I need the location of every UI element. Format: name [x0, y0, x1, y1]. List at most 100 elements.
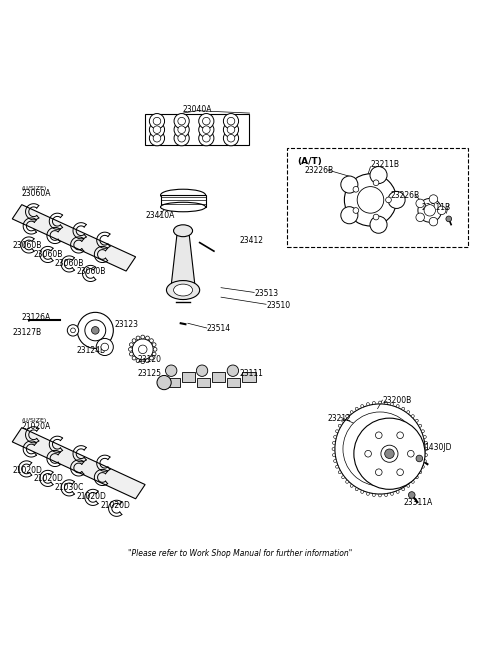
Circle shape [149, 113, 165, 129]
Circle shape [153, 117, 161, 125]
Circle shape [152, 352, 156, 356]
Text: 23311A: 23311A [404, 498, 433, 506]
Circle shape [336, 465, 338, 468]
Circle shape [341, 207, 358, 224]
Circle shape [415, 476, 418, 479]
Circle shape [391, 493, 394, 495]
Circle shape [416, 213, 424, 222]
Circle shape [354, 418, 425, 489]
Circle shape [411, 415, 414, 417]
Circle shape [332, 447, 335, 451]
Circle shape [174, 113, 189, 129]
Text: 23060B: 23060B [55, 258, 84, 268]
Text: 23311B: 23311B [421, 203, 450, 211]
Circle shape [227, 365, 239, 377]
Circle shape [203, 126, 210, 133]
Circle shape [375, 469, 382, 476]
Text: 21020D: 21020D [100, 501, 130, 510]
Circle shape [178, 117, 185, 125]
Circle shape [342, 419, 345, 422]
Circle shape [397, 432, 404, 439]
Circle shape [375, 432, 382, 439]
Circle shape [346, 415, 348, 417]
Circle shape [203, 134, 210, 142]
Circle shape [101, 343, 108, 351]
Circle shape [223, 113, 239, 129]
Circle shape [132, 339, 153, 359]
Text: 21020D: 21020D [34, 474, 63, 483]
Circle shape [333, 454, 336, 457]
Circle shape [77, 312, 113, 348]
Bar [145, 115, 250, 146]
Ellipse shape [160, 202, 205, 212]
Circle shape [71, 328, 75, 333]
Circle shape [429, 195, 438, 203]
Circle shape [178, 126, 185, 133]
Circle shape [145, 359, 149, 363]
Circle shape [92, 327, 99, 334]
Circle shape [416, 199, 424, 208]
Circle shape [145, 336, 149, 340]
Circle shape [372, 401, 375, 404]
Circle shape [150, 338, 153, 342]
Circle shape [379, 401, 382, 404]
Circle shape [149, 131, 165, 146]
Ellipse shape [160, 189, 205, 201]
Circle shape [338, 424, 341, 427]
Circle shape [421, 430, 424, 432]
Circle shape [343, 412, 417, 486]
Text: 23211B: 23211B [371, 160, 399, 169]
Circle shape [196, 365, 208, 377]
Bar [167, 378, 180, 387]
Text: 21020D: 21020D [76, 492, 106, 501]
Circle shape [334, 436, 336, 438]
Circle shape [346, 480, 348, 483]
Circle shape [379, 494, 382, 497]
Text: 23514: 23514 [207, 325, 231, 333]
Text: 23060A: 23060A [22, 189, 51, 198]
Ellipse shape [167, 281, 200, 300]
Circle shape [132, 356, 136, 360]
Circle shape [407, 484, 410, 487]
Circle shape [423, 436, 426, 438]
Text: 23040A: 23040A [182, 105, 212, 114]
Circle shape [341, 176, 358, 193]
Circle shape [350, 411, 353, 413]
Circle shape [411, 480, 414, 483]
Text: 21020D: 21020D [12, 466, 42, 475]
Circle shape [335, 404, 425, 494]
Text: 23124B: 23124B [76, 346, 106, 356]
Circle shape [132, 338, 136, 342]
Text: (A/T): (A/T) [297, 157, 322, 166]
Circle shape [384, 449, 394, 459]
Circle shape [203, 117, 210, 125]
Circle shape [336, 430, 338, 432]
Circle shape [361, 405, 363, 407]
Circle shape [424, 205, 435, 216]
Polygon shape [12, 428, 145, 499]
Circle shape [397, 469, 404, 476]
Circle shape [373, 180, 379, 186]
Bar [227, 378, 240, 387]
Circle shape [130, 342, 133, 346]
Text: 23123: 23123 [114, 320, 138, 329]
Circle shape [402, 407, 405, 410]
Circle shape [350, 484, 353, 487]
Text: 23200B: 23200B [383, 396, 411, 405]
Circle shape [141, 335, 144, 339]
Circle shape [367, 493, 369, 495]
Text: 21020A: 21020A [22, 422, 51, 431]
Text: 23127B: 23127B [12, 328, 41, 337]
Circle shape [370, 167, 387, 184]
Text: 23226B: 23226B [304, 165, 333, 174]
Circle shape [199, 131, 214, 146]
Polygon shape [171, 231, 195, 285]
Bar [288, 148, 468, 247]
Text: 23410A: 23410A [145, 211, 175, 220]
Text: (U/SIZE): (U/SIZE) [22, 418, 47, 423]
Circle shape [419, 424, 421, 427]
Circle shape [437, 206, 446, 215]
Circle shape [425, 454, 428, 457]
Circle shape [415, 419, 418, 422]
Text: 1430JD: 1430JD [424, 443, 452, 452]
